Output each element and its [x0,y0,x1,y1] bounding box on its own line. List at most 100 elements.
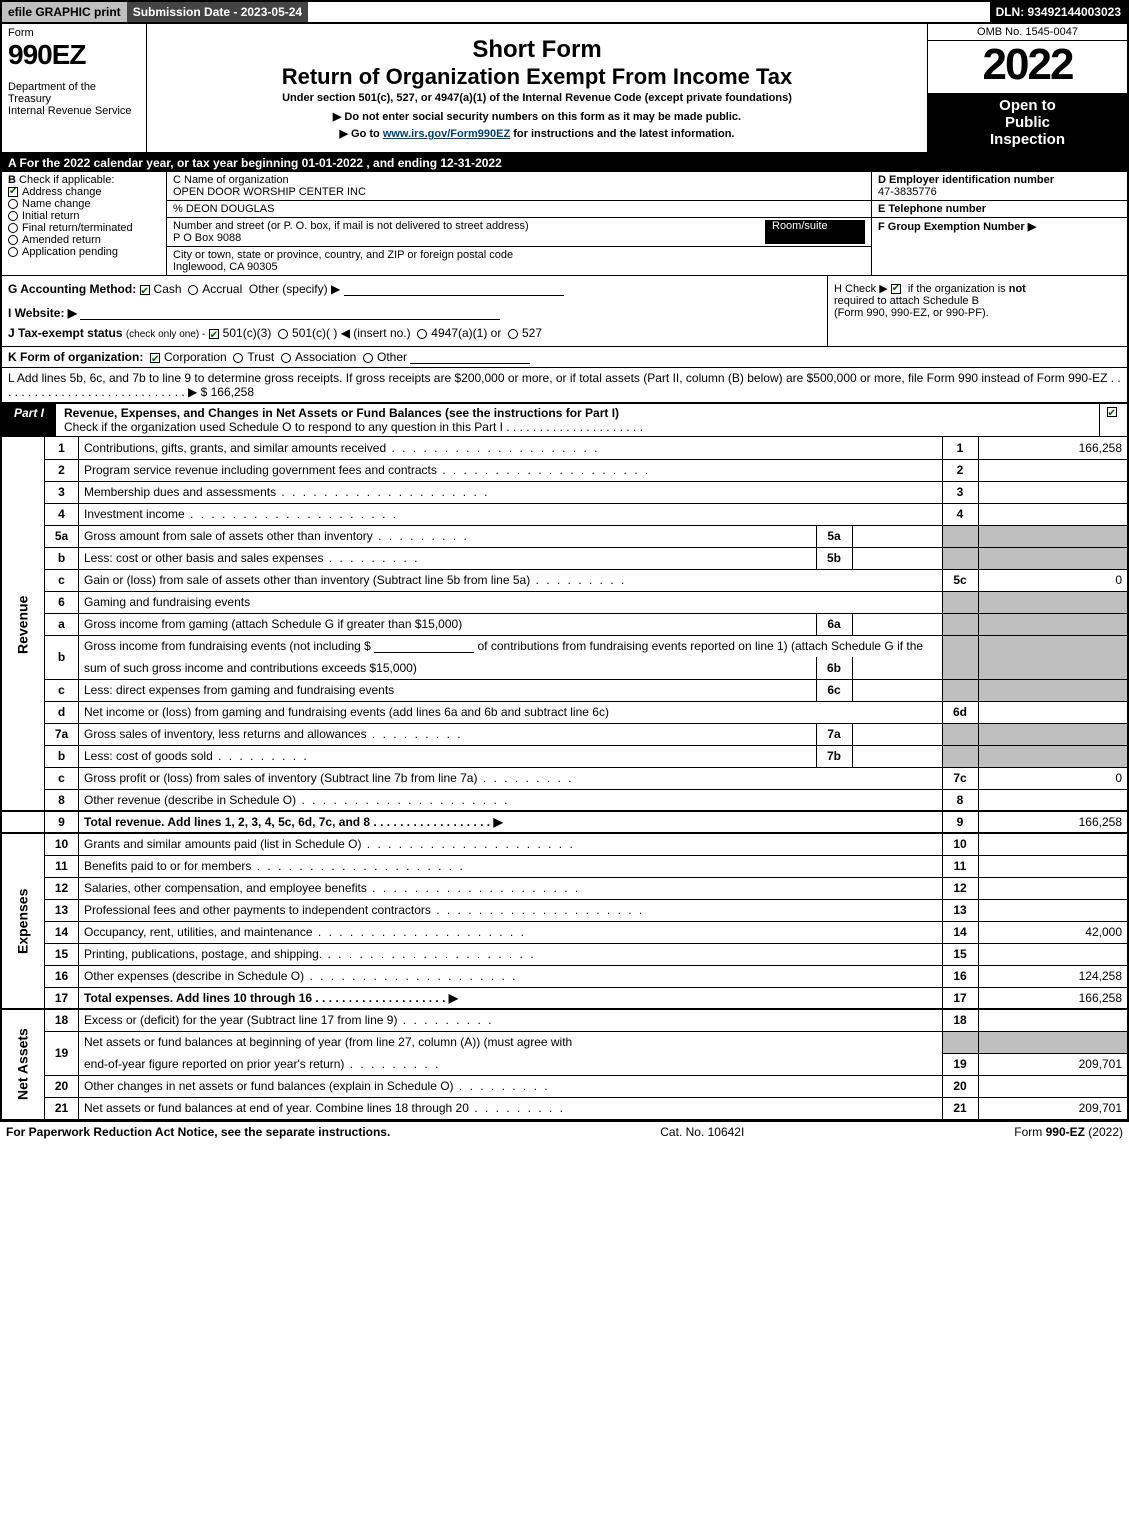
inner-val [852,679,942,701]
dept-treasury: Department of the Treasury [8,81,140,105]
ghij-left: G Accounting Method: Cash Accrual Other … [2,276,827,346]
checkbox-icon[interactable] [1107,407,1117,417]
city-value: Inglewood, CA 90305 [173,261,278,273]
line-rnum: 12 [942,877,978,899]
line-num: a [45,613,79,635]
shade-cell [942,547,978,569]
shade-cell [978,525,1128,547]
line-desc: Less: cost or other basis and sales expe… [79,547,817,569]
checkbox-icon[interactable] [891,284,901,294]
l-text: L Add lines 5b, 6c, and 7b to line 9 to … [8,371,1121,399]
j-501c: 501(c)( ) ◀ (insert no.) [292,326,411,340]
row-l: L Add lines 5b, 6c, and 7b to line 9 to … [0,367,1129,403]
checkbox-icon[interactable] [150,353,160,363]
b-letter: B [8,174,16,186]
line-num: 15 [45,943,79,965]
header-left: Form 990EZ Department of the Treasury In… [2,24,147,152]
line-rnum: 5c [942,569,978,591]
line-desc: Program service revenue including govern… [79,459,943,481]
radio-icon[interactable] [188,285,198,295]
radio-icon[interactable] [278,329,288,339]
b-check-if: Check if applicable: [19,174,114,186]
k-other: Other [377,350,407,364]
line-rnum: 21 [942,1097,978,1119]
website-input[interactable] [80,306,500,320]
line-rnum: 13 [942,899,978,921]
open-to-public: Open to Public Inspection [928,93,1127,152]
line-num: 10 [45,833,79,855]
line-value [978,789,1128,811]
row-a-tax-year: A For the 2022 calendar year, or tax yea… [0,154,1129,172]
shade-cell [942,613,978,635]
c-street-block: Number and street (or P. O. box, if mail… [167,218,871,247]
radio-icon[interactable] [233,353,243,363]
radio-icon[interactable] [363,353,373,363]
irs-link[interactable]: www.irs.gov/Form990EZ [383,128,510,140]
line-num: d [45,701,79,723]
line-rnum: 4 [942,503,978,525]
city-label: City or town, state or province, country… [173,249,513,261]
k-label: K Form of organization: [8,350,143,364]
b-item-3[interactable]: Final return/terminated [8,222,160,234]
footer-right-post: (2022) [1085,1125,1123,1139]
part1-header: Part I Revenue, Expenses, and Changes in… [0,403,1129,437]
line-rnum: 19 [942,1053,978,1075]
j-4947: 4947(a)(1) or [431,326,501,340]
header-mid: Short Form Return of Organization Exempt… [147,24,927,152]
under-section: Under section 501(c), 527, or 4947(a)(1)… [282,92,792,104]
line-num: b [45,547,79,569]
inner-num: 5b [816,547,852,569]
shade-cell [978,613,1128,635]
line-desc: Less: direct expenses from gaming and fu… [79,679,817,701]
shade-cell [942,745,978,767]
sidebar-expenses: Expenses [1,833,45,1009]
radio-icon[interactable] [417,329,427,339]
line-desc: Contributions, gifts, grants, and simila… [79,437,943,459]
line-num: 13 [45,899,79,921]
sidebar-netassets: Net Assets [1,1009,45,1119]
b-item-0[interactable]: Address change [8,186,160,198]
line-desc: Professional fees and other payments to … [79,899,943,921]
shade-cell [942,723,978,745]
irs-label: Internal Revenue Service [8,105,140,117]
line-rnum: 7c [942,767,978,789]
b-item-label: Name change [22,198,91,210]
line-rnum: 15 [942,943,978,965]
tax-year: 2022 [928,41,1127,93]
j-line: J Tax-exempt status (check only one) - 5… [8,326,821,340]
line-num: 18 [45,1009,79,1031]
line-desc: Net income or (loss) from gaming and fun… [79,701,943,723]
ghij-block: G Accounting Method: Cash Accrual Other … [0,276,1129,346]
checkbox-icon[interactable] [209,329,219,339]
l6b-blank[interactable] [374,639,474,653]
h-text2: if the organization is [908,283,1009,295]
inner-num: 6c [816,679,852,701]
line-desc: Excess or (deficit) for the year (Subtra… [79,1009,943,1031]
checkbox-icon[interactable] [140,285,150,295]
radio-icon [8,211,18,221]
b-item-2[interactable]: Initial return [8,210,160,222]
line-value: 209,701 [978,1053,1128,1075]
b-item-label: Address change [22,186,102,198]
omb-number: OMB No. 1545-0047 [928,24,1127,41]
line-rnum: 18 [942,1009,978,1031]
ein-value: 47-3835776 [878,186,937,198]
radio-icon[interactable] [281,353,291,363]
line-num: 11 [45,855,79,877]
b-item-4[interactable]: Amended return [8,234,160,246]
top-bar: efile GRAPHIC print Submission Date - 20… [0,0,1129,24]
l-amount: 166,258 [211,385,254,399]
k-other-input[interactable] [410,350,530,364]
line-num: c [45,569,79,591]
b-item-label: Initial return [22,210,79,222]
g-other-input[interactable] [344,282,564,296]
line-value: 42,000 [978,921,1128,943]
radio-icon[interactable] [508,329,518,339]
line-desc: Gross amount from sale of assets other t… [79,525,817,547]
b-item-5[interactable]: Application pending [8,246,160,258]
line-value [978,899,1128,921]
b-item-1[interactable]: Name change [8,198,160,210]
line-num: 4 [45,503,79,525]
line-num: 20 [45,1075,79,1097]
line-num: 12 [45,877,79,899]
